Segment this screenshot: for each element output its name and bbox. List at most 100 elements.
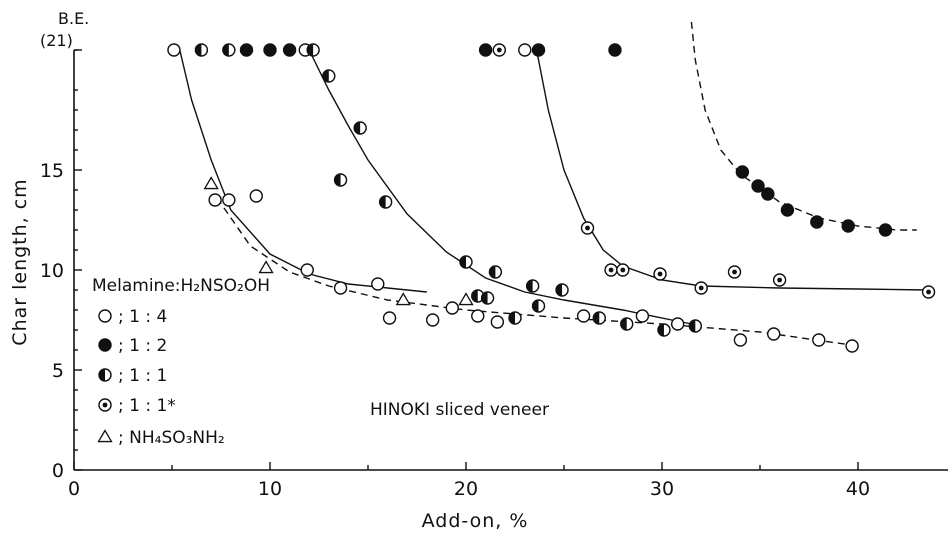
data-point-half-circle xyxy=(508,311,522,325)
data-point-open-circle xyxy=(576,309,591,323)
data-point-open-circle xyxy=(471,309,485,323)
tick-labels: 0 10 20 30 40 0 5 10 15 xyxy=(40,160,870,500)
x-tick-label: 20 xyxy=(454,478,478,500)
data-point-half-circle xyxy=(306,43,320,57)
data-point-half-circle xyxy=(531,299,546,313)
data-point-open-circle xyxy=(518,43,532,57)
data-point-half-circle xyxy=(488,265,503,279)
legend-marker-half-circle xyxy=(98,368,112,382)
legend-marker-open-circle xyxy=(98,309,112,323)
data-point-filled-circle xyxy=(531,43,546,57)
data-point-half-circle xyxy=(620,317,634,331)
data-point-open-circle xyxy=(812,333,826,347)
data-point-open-circle xyxy=(425,313,440,327)
data-point-dot-circle xyxy=(604,263,618,277)
be-sub-label: (21) xyxy=(40,31,73,50)
fitted-curve-5 xyxy=(690,21,917,231)
data-point-triangle xyxy=(458,292,474,306)
data-point-triangle xyxy=(395,292,411,306)
legend-label: ; 1 : 1* xyxy=(118,396,176,416)
data-points xyxy=(167,43,936,353)
data-point-dot-circle xyxy=(616,263,630,277)
data-point-filled-circle xyxy=(478,43,493,57)
legend: ; 1 : 4 ; 1 : 2 ; 1 : 1 ; 1 : 1* ; NH₄SO₃NH₂ xyxy=(97,307,225,448)
legend-marker-triangle xyxy=(97,429,113,443)
data-point-dot-circle xyxy=(580,221,595,235)
y-tick-label: 10 xyxy=(40,260,64,282)
data-point-half-circle xyxy=(353,121,367,135)
data-point-open-circle xyxy=(167,43,181,57)
data-point-open-circle xyxy=(733,333,748,347)
fitted-curve-4 xyxy=(535,49,929,291)
data-point-open-circle xyxy=(845,339,859,353)
data-point-half-circle xyxy=(592,311,606,325)
data-point-half-circle xyxy=(555,283,569,297)
legend-marker-dot-circle xyxy=(98,398,112,412)
data-point-half-circle xyxy=(222,43,236,57)
data-point-dot-circle xyxy=(653,267,667,281)
data-point-open-circle xyxy=(333,281,348,295)
data-point-half-circle xyxy=(688,319,703,333)
legend-title: Melamine:H₂NSO₂OH xyxy=(92,276,270,296)
data-point-half-circle xyxy=(194,43,209,57)
data-point-triangle xyxy=(203,176,219,190)
data-point-open-circle xyxy=(208,193,222,207)
data-point-open-circle xyxy=(767,327,781,341)
legend-label: ; 1 : 4 xyxy=(118,307,167,327)
fitted-curve-3 xyxy=(308,49,702,327)
data-point-triangle xyxy=(258,260,274,274)
data-point-half-circle xyxy=(322,69,336,83)
be-label: B.E. xyxy=(58,9,89,28)
data-point-open-circle xyxy=(382,311,397,325)
data-point-open-circle xyxy=(249,189,263,203)
data-point-filled-circle xyxy=(810,215,824,229)
data-point-filled-circle xyxy=(878,223,893,237)
x-tick-label: 30 xyxy=(650,478,674,500)
legend-label: ; 1 : 1 xyxy=(118,366,167,386)
data-point-half-circle xyxy=(333,173,348,187)
data-point-filled-circle xyxy=(263,43,277,57)
data-point-open-circle xyxy=(670,317,685,331)
data-point-filled-circle xyxy=(841,219,855,233)
x-axis-title: Add-on, % xyxy=(422,510,529,532)
legend-marker-filled-circle xyxy=(98,338,112,352)
data-point-open-circle xyxy=(635,309,650,323)
data-point-open-circle xyxy=(445,301,459,315)
data-point-filled-circle xyxy=(735,165,750,179)
fitted-curves xyxy=(179,21,929,347)
data-point-open-circle xyxy=(222,193,236,207)
x-tick-label: 40 xyxy=(846,478,870,500)
data-point-filled-circle xyxy=(239,43,254,57)
y-axis-title: Char length, cm xyxy=(9,178,31,345)
annotation-hinoki: HINOKI sliced veneer xyxy=(370,400,549,420)
data-point-filled-circle xyxy=(282,43,297,57)
data-point-dot-circle xyxy=(921,285,936,299)
data-point-dot-circle xyxy=(492,43,507,57)
data-point-open-circle xyxy=(300,263,314,277)
x-tick-label: 0 xyxy=(68,478,80,500)
axes xyxy=(73,50,948,471)
fitted-curve-1 xyxy=(179,49,427,293)
data-point-half-circle xyxy=(657,323,671,337)
data-point-filled-circle xyxy=(608,43,622,57)
y-tick-label: 15 xyxy=(40,160,64,182)
data-point-filled-circle xyxy=(761,187,775,201)
fitted-curve-2 xyxy=(216,197,859,347)
y-tick-label: 0 xyxy=(52,460,64,482)
legend-label: ; NH₄SO₃NH₂ xyxy=(118,428,225,448)
data-point-half-circle xyxy=(459,255,473,269)
data-point-filled-circle xyxy=(751,179,765,193)
legend-label: ; 1 : 2 xyxy=(118,336,167,356)
y-tick-label: 5 xyxy=(52,360,64,382)
data-point-dot-circle xyxy=(727,265,742,279)
data-point-filled-circle xyxy=(780,203,795,217)
x-tick-label: 10 xyxy=(258,478,282,500)
data-point-half-circle xyxy=(525,279,540,293)
data-point-open-circle xyxy=(490,315,505,329)
ticks xyxy=(73,49,859,471)
data-point-dot-circle xyxy=(772,273,787,287)
data-point-half-circle xyxy=(378,195,393,209)
data-point-dot-circle xyxy=(694,281,708,295)
data-point-half-circle xyxy=(480,291,495,305)
